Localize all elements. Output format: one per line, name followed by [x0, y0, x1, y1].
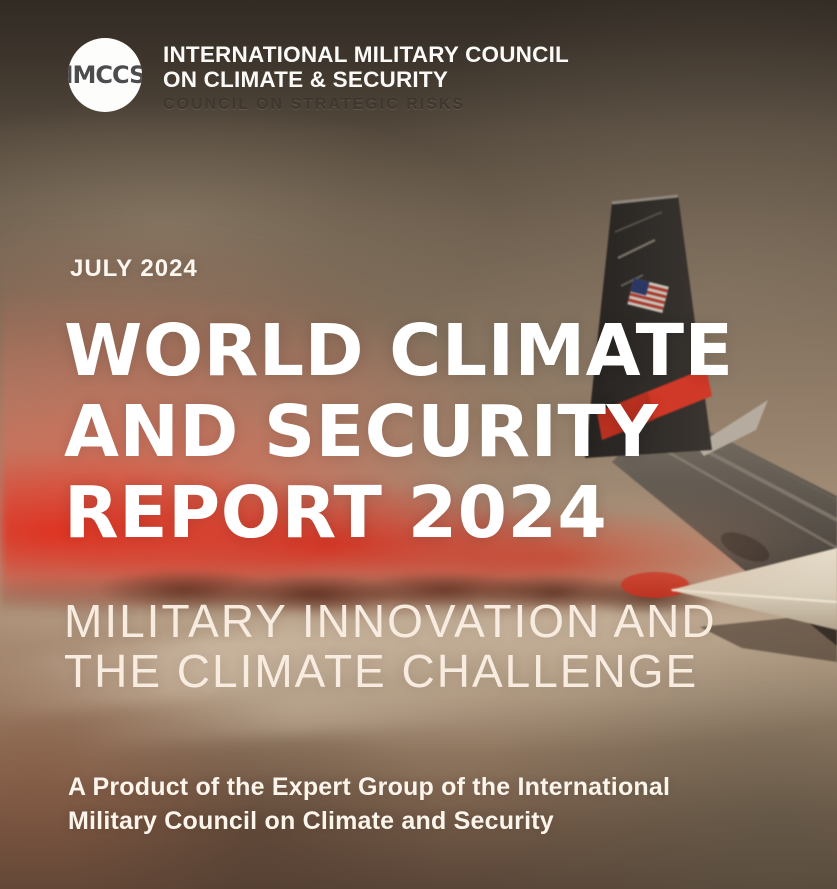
wing: [670, 548, 837, 630]
org-name-block: INTERNATIONAL MILITARY COUNCIL ON CLIMAT…: [163, 42, 569, 116]
attribution-line1: A Product of the Expert Group of the Int…: [68, 773, 671, 801]
report-title-line3: REPORT 2024: [64, 471, 608, 554]
org-name-line1: INTERNATIONAL MILITARY COUNCIL: [163, 42, 569, 67]
us-flag-icon: [627, 278, 669, 313]
attribution: A Product of the Expert Group of the Int…: [68, 770, 670, 838]
report-title-line1: WORLD CLIMATE: [64, 309, 734, 392]
report-title: WORLD CLIMATE AND SECURITY REPORT 2024: [64, 310, 734, 553]
fin-top-edge: [611, 194, 679, 205]
wing-crease: [671, 588, 837, 604]
wing-shadow: [700, 613, 837, 662]
org-name-line2: ON CLIMATE & SECURITY: [163, 67, 449, 92]
fin-streak: [614, 211, 663, 233]
tail-red-band-shadow: [597, 392, 654, 440]
fuselage-marking: [720, 532, 770, 562]
fuselage-highlight: [667, 450, 837, 550]
fin-streak: [617, 238, 656, 260]
retardant-spray: [621, 572, 689, 598]
report-subtitle-line1: MILITARY INNOVATION AND: [64, 595, 717, 647]
report-subtitle: MILITARY INNOVATION AND THE CLIMATE CHAL…: [64, 596, 717, 696]
horizontal-stabilizer: [696, 400, 768, 456]
report-title-line2: AND SECURITY: [64, 390, 659, 473]
publication-date: JULY 2024: [70, 255, 198, 282]
parent-org-name: COUNCIL ON STRATEGIC RISKS: [163, 96, 466, 113]
imccs-logo: IMCCS: [68, 38, 142, 112]
attribution-line2: Military Council on Climate and Security: [68, 807, 554, 835]
fin-streak: [620, 274, 644, 287]
report-subtitle-line2: THE CLIMATE CHALLENGE: [64, 645, 699, 697]
imccs-logo-text: IMCCS: [68, 61, 142, 89]
